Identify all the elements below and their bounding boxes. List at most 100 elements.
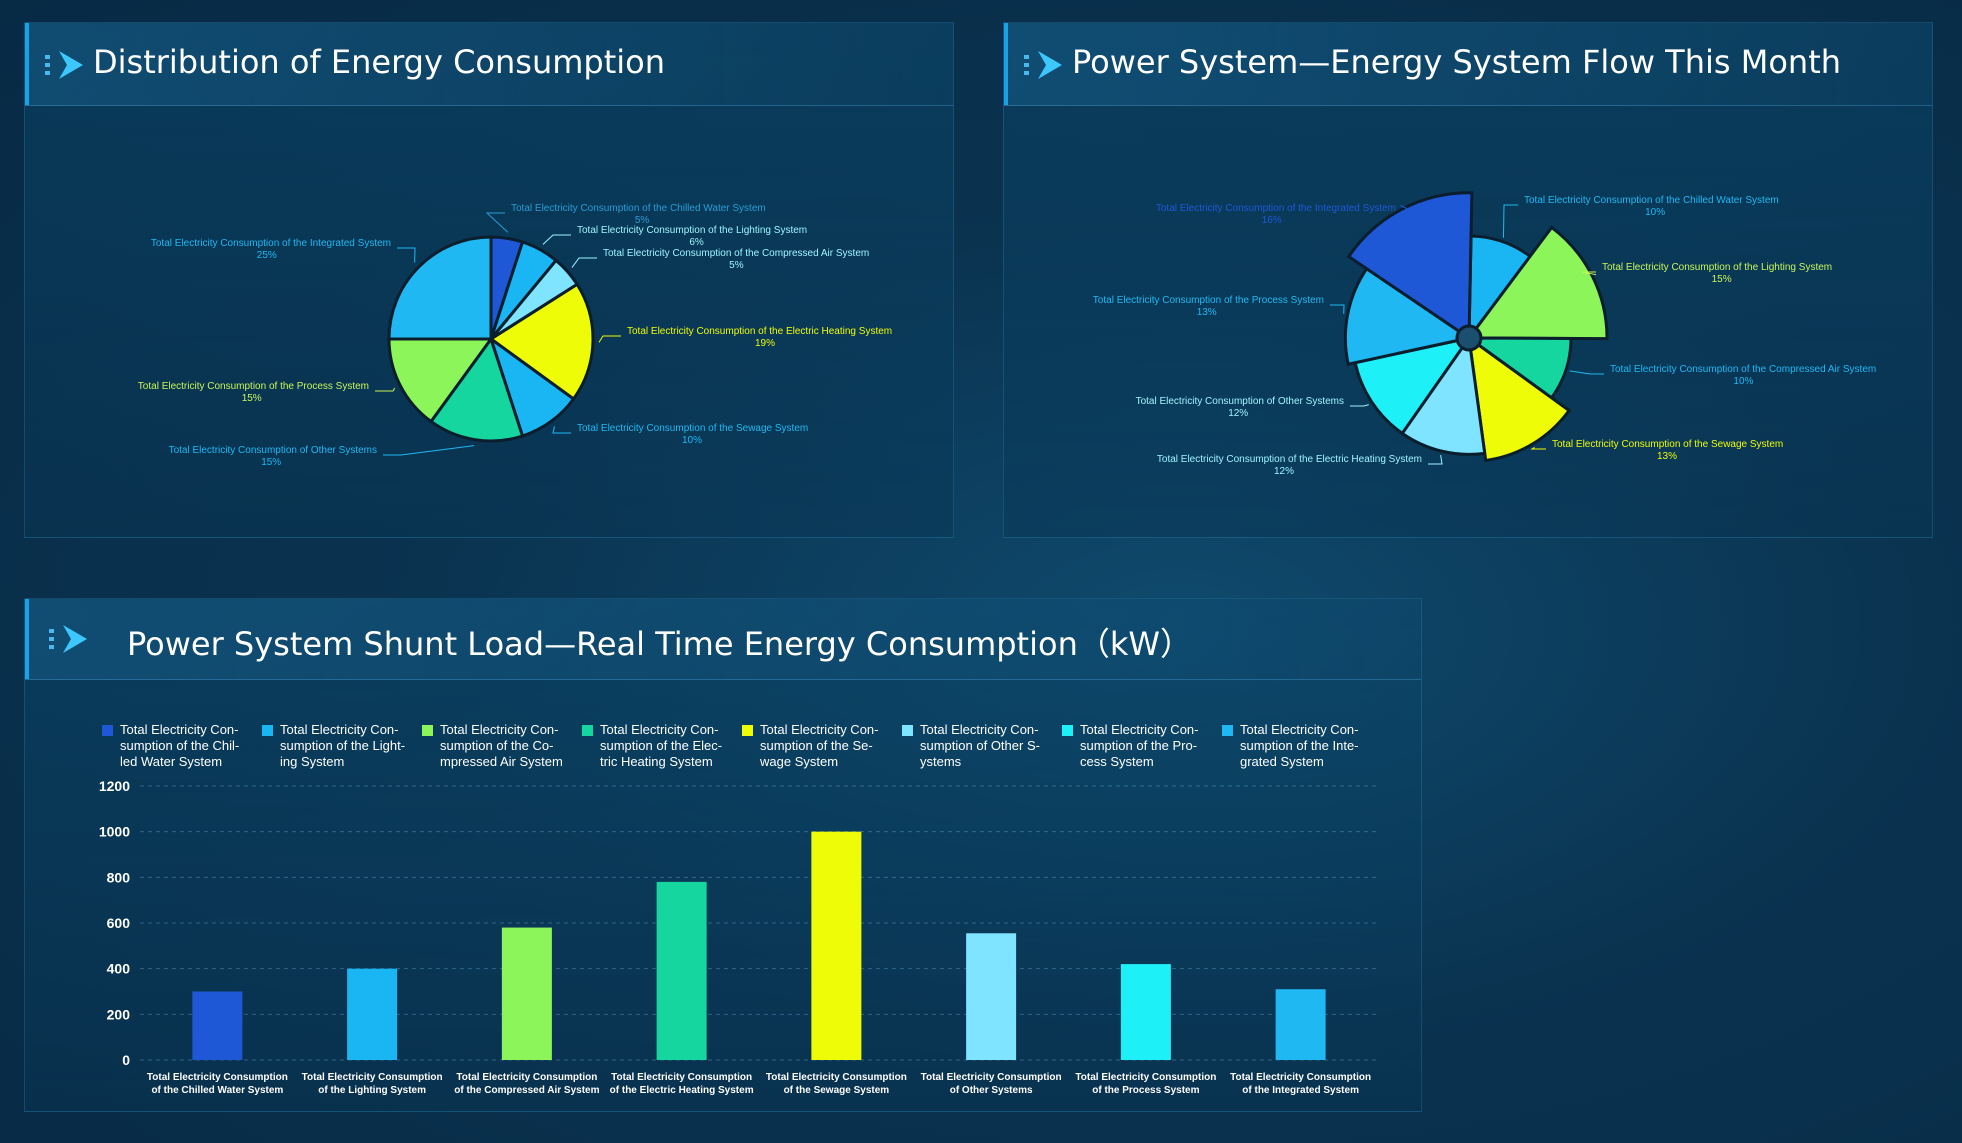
slice-label: Total Electricity Consumption of the Int… <box>1156 203 1396 214</box>
legend-label-line: Total Electricity Con- <box>600 722 719 737</box>
pie-slice[interactable] <box>387 337 494 424</box>
slice-percent: 10% <box>1733 376 1753 387</box>
legend-label: Total Electricity Con-sumption of the El… <box>600 722 730 770</box>
slice-label: Total Electricity Consumption of the Ele… <box>1157 454 1422 465</box>
slice-percent: 13% <box>1657 451 1677 462</box>
slice-percent: 10% <box>682 435 702 446</box>
shunt-load-panel: Power System Shunt Load—Real Time Energy… <box>24 598 1422 1112</box>
label-leader-line <box>375 387 396 392</box>
legend-swatch <box>1222 725 1233 736</box>
slice-percent: 15% <box>1712 274 1732 285</box>
header-accent <box>25 599 29 679</box>
legend-label-line: wage System <box>760 754 839 769</box>
slice-percent: 15% <box>242 393 262 404</box>
slice-label: Total Electricity Consumption of the Int… <box>151 238 391 249</box>
legend-swatch <box>742 725 753 736</box>
legend-label-line: Total Electricity Con- <box>1240 722 1359 737</box>
header-accent <box>1004 23 1008 105</box>
slice-label: Total Electricity Consumption of Other S… <box>1136 396 1344 407</box>
slice-percent: 16% <box>1262 215 1282 226</box>
legend-label-line: tric Heating System <box>600 754 713 769</box>
legend-label: Total Electricity Con-sumption of the Li… <box>280 722 410 770</box>
legend-label-line: sumption of the Se- <box>760 738 873 753</box>
label-leader-line <box>1350 404 1369 407</box>
slice-label: Total Electricity Consumption of the Pro… <box>1093 295 1324 306</box>
slice-label: Total Electricity Consumption of the Chi… <box>1524 195 1779 206</box>
slice-percent: 5% <box>635 215 650 226</box>
slice-percent: 10% <box>1645 207 1665 218</box>
slice-percent: 12% <box>1274 466 1294 477</box>
label-leader-line <box>1400 205 1417 214</box>
pie-slice[interactable] <box>387 235 493 341</box>
legend-label-line: mpressed Air System <box>440 754 563 769</box>
label-leader-line <box>1581 271 1597 276</box>
legend-label-line: Total Electricity Con- <box>760 722 879 737</box>
legend-label-line: Total Electricity Con- <box>1080 722 1199 737</box>
legend-swatch <box>262 725 273 736</box>
panel-title: Distribution of Energy Consumption <box>93 43 666 81</box>
panel-header: Power System—Energy System Flow This Mon… <box>1004 23 1932 106</box>
slice-label: Total Electricity Consumption of the Com… <box>603 248 869 259</box>
legend-label-line: led Water System <box>120 754 223 769</box>
panel-title: Power System—Energy System Flow This Mon… <box>1072 43 1842 81</box>
label-leader-line <box>1569 370 1604 375</box>
label-leader-line <box>397 247 416 263</box>
label-leader-line <box>552 426 571 434</box>
label-leader-line <box>571 257 597 268</box>
flow-panel: Power System—Energy System Flow This Mon… <box>1003 22 1933 538</box>
slice-label: Total Electricity Consumption of the Lig… <box>577 225 807 236</box>
slice-label: Total Electricity Consumption of the Ele… <box>627 326 892 337</box>
slice-label: Total Electricity Consumption of the Com… <box>1610 364 1876 375</box>
legend-label-line: cess System <box>1080 754 1154 769</box>
pie-slice[interactable] <box>488 282 595 402</box>
slice-label: Total Electricity Consumption of the Sew… <box>577 423 808 434</box>
legend-label: Total Electricity Con-sumption of the Se… <box>760 722 890 770</box>
label-leader-line <box>1428 454 1443 465</box>
label-leader-line <box>1502 204 1518 238</box>
slice-percent: 5% <box>729 260 744 271</box>
legend-label-line: ystems <box>920 754 962 769</box>
label-leader-line <box>542 234 571 245</box>
pie-slice[interactable] <box>428 335 525 443</box>
slice-label: Total Electricity Consumption of the Chi… <box>511 203 766 214</box>
distribution-panel: Distribution of Energy Consumption Total… <box>24 22 954 538</box>
arrow-chevron-icon <box>1024 51 1062 79</box>
legend-swatch <box>1062 725 1073 736</box>
panel-title: Power System Shunt Load—Real Time Energy… <box>127 625 1193 663</box>
legend-label-line: ing System <box>280 754 345 769</box>
slice-label: Total Electricity Consumption of the Lig… <box>1602 262 1832 273</box>
label-leader-line <box>1330 304 1345 314</box>
slice-percent: 6% <box>689 237 704 248</box>
slice-label: Total Electricity Consumption of the Sew… <box>1552 439 1783 450</box>
slice-percent: 19% <box>755 338 775 349</box>
header-accent <box>25 23 29 105</box>
legend-label-line: Total Electricity Con- <box>920 722 1039 737</box>
slice-percent: 15% <box>261 457 281 468</box>
slice-percent: 25% <box>257 250 277 261</box>
slice-percent: 13% <box>1197 307 1217 318</box>
distribution-pie-chart: Total Electricity Consumption of the Chi… <box>138 203 892 468</box>
arrow-chevron-icon <box>45 51 83 79</box>
legend-label-line: sumption of Other S- <box>920 738 1040 753</box>
flow-rose-chart: Total Electricity Consumption of the Chi… <box>1093 191 1876 477</box>
slice-label: Total Electricity Consumption of the Pro… <box>138 381 369 392</box>
slice-percent: 12% <box>1228 408 1248 419</box>
arrow-chevron-icon <box>49 625 87 653</box>
legend-label-line: sumption of the Co- <box>440 738 554 753</box>
legend-swatch <box>582 725 593 736</box>
legend-swatch <box>102 725 113 736</box>
legend-label-line: sumption of the Light- <box>280 738 406 753</box>
label-leader-line <box>1530 447 1546 450</box>
label-leader-line <box>598 335 621 343</box>
legend-label: Total Electricity Con-sumption of the Ch… <box>120 722 250 770</box>
legend-swatch <box>902 725 913 736</box>
legend-label: Total Electricity Con-sumption of the Pr… <box>1080 722 1210 770</box>
legend-label: Total Electricity Con-sumption of the Co… <box>440 722 570 770</box>
legend-label-line: grated System <box>1240 754 1324 769</box>
legend-label: Total Electricity Con-sumption of Other … <box>920 722 1050 770</box>
bar-chart-legend: Total Electricity Con-sumption of the Ch… <box>102 722 1402 774</box>
legend-label-line: sumption of the Elec- <box>600 738 723 753</box>
label-leader-line <box>485 212 509 233</box>
legend-label: Total Electricity Con-sumption of the In… <box>1240 722 1370 770</box>
panel-header: Power System Shunt Load—Real Time Energy… <box>25 599 1421 680</box>
